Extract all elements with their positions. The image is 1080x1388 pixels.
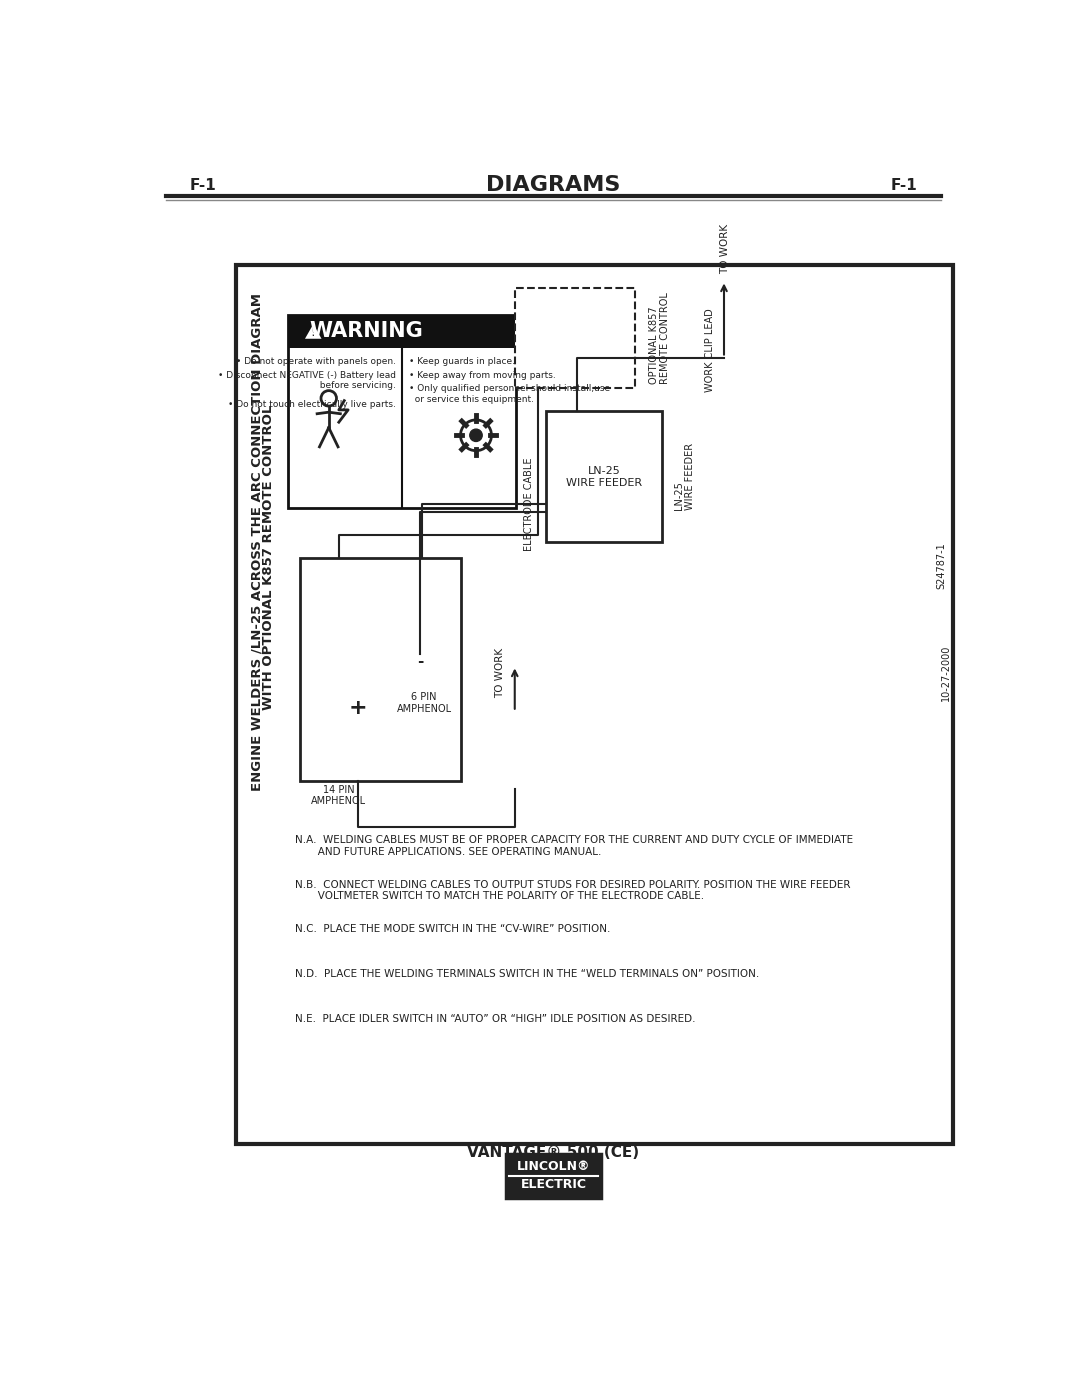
Text: TO WORK: TO WORK bbox=[496, 648, 505, 698]
Text: TO WORK: TO WORK bbox=[720, 225, 730, 275]
Text: +: + bbox=[349, 698, 367, 718]
Circle shape bbox=[564, 457, 582, 475]
Text: 10-27-2000: 10-27-2000 bbox=[942, 645, 951, 701]
Circle shape bbox=[540, 329, 559, 347]
Bar bbox=[288, 315, 516, 347]
Bar bbox=[505, 1155, 602, 1198]
Text: 6 PIN
AMPHENOL: 6 PIN AMPHENOL bbox=[396, 693, 451, 713]
Bar bbox=[288, 315, 516, 508]
Bar bbox=[515, 289, 635, 389]
Circle shape bbox=[470, 429, 482, 441]
Circle shape bbox=[413, 654, 428, 669]
Text: • Do not operate with panels open.: • Do not operate with panels open. bbox=[237, 357, 396, 366]
Text: !: ! bbox=[310, 326, 316, 339]
Text: DIAGRAMS: DIAGRAMS bbox=[486, 175, 621, 196]
Text: WARNING: WARNING bbox=[309, 322, 423, 341]
Text: -: - bbox=[417, 654, 423, 669]
Text: ENGINE WELDERS /LN-25 ACROSS THE ARC CONNECTION DIAGRAM: ENGINE WELDERS /LN-25 ACROSS THE ARC CON… bbox=[251, 293, 264, 791]
Text: WITH OPTIONAL K857 REMOTE CONTROL: WITH OPTIONAL K857 REMOTE CONTROL bbox=[261, 405, 274, 711]
Text: ELECTRODE CABLE: ELECTRODE CABLE bbox=[524, 457, 535, 551]
Text: • Keep guards in place.: • Keep guards in place. bbox=[408, 357, 514, 366]
Text: LN-25
WIRE FEEDER: LN-25 WIRE FEEDER bbox=[674, 443, 696, 511]
Text: N.B.  CONNECT WELDING CABLES TO OUTPUT STUDS FOR DESIRED POLARITY. POSITION THE : N.B. CONNECT WELDING CABLES TO OUTPUT ST… bbox=[296, 880, 851, 901]
Bar bbox=[300, 558, 460, 781]
Text: LINCOLN®: LINCOLN® bbox=[516, 1160, 591, 1173]
Text: S24787-1: S24787-1 bbox=[936, 543, 946, 589]
Text: N.A.  WELDING CABLES MUST BE OF PROPER CAPACITY FOR THE CURRENT AND DUTY CYCLE O: N.A. WELDING CABLES MUST BE OF PROPER CA… bbox=[296, 836, 853, 856]
Text: LN-25
WIRE FEEDER: LN-25 WIRE FEEDER bbox=[566, 466, 642, 487]
Bar bbox=[235, 265, 953, 1145]
Polygon shape bbox=[303, 322, 323, 340]
Text: WORK CLIP LEAD: WORK CLIP LEAD bbox=[705, 308, 715, 391]
Text: N.D.  PLACE THE WELDING TERMINALS SWITCH IN THE “WELD TERMINALS ON” POSITION.: N.D. PLACE THE WELDING TERMINALS SWITCH … bbox=[296, 969, 759, 979]
Text: • Disconnect NEGATIVE (-) Battery lead
  before servicing.: • Disconnect NEGATIVE (-) Battery lead b… bbox=[218, 371, 396, 390]
Text: ELECTRIC: ELECTRIC bbox=[521, 1178, 586, 1191]
Text: OPTIONAL K857
REMOTE CONTROL: OPTIONAL K857 REMOTE CONTROL bbox=[649, 293, 671, 384]
Text: F-1: F-1 bbox=[189, 178, 216, 193]
Text: VANTAGE® 500 (CE): VANTAGE® 500 (CE) bbox=[468, 1145, 639, 1160]
Text: • Keep away from moving parts.: • Keep away from moving parts. bbox=[408, 371, 555, 379]
Text: N.E.  PLACE IDLER SWITCH IN “AUTO” OR “HIGH” IDLE POSITION AS DESIRED.: N.E. PLACE IDLER SWITCH IN “AUTO” OR “HI… bbox=[296, 1013, 696, 1023]
Text: 14 PIN
AMPHENOL: 14 PIN AMPHENOL bbox=[311, 784, 366, 806]
Text: • Only qualified personnel should install,use
  or service this equipment.: • Only qualified personnel should instal… bbox=[408, 384, 610, 404]
Bar bbox=[545, 411, 662, 543]
Text: N.C.  PLACE THE MODE SWITCH IN THE “CV-WIRE” POSITION.: N.C. PLACE THE MODE SWITCH IN THE “CV-WI… bbox=[296, 924, 611, 934]
Circle shape bbox=[345, 694, 373, 722]
Text: F-1: F-1 bbox=[891, 178, 918, 193]
Text: • Do not touch electrically live parts.: • Do not touch electrically live parts. bbox=[228, 400, 396, 409]
